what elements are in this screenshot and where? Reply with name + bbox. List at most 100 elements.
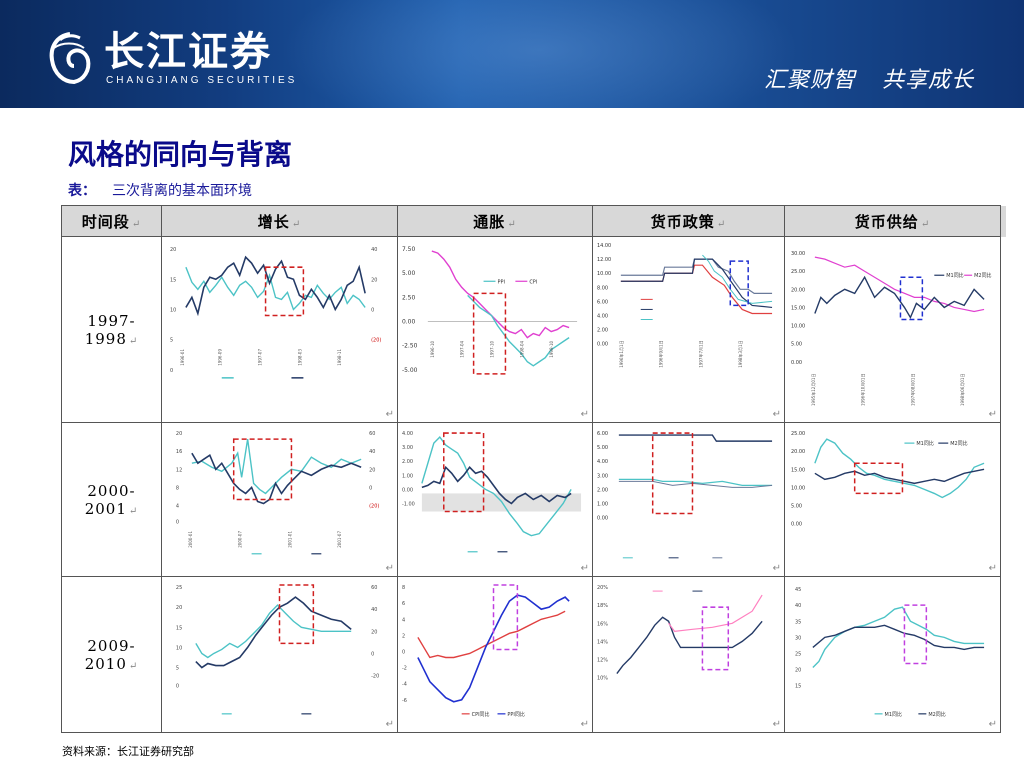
svg-text:10.00: 10.00: [791, 324, 805, 330]
svg-text:25.00: 25.00: [791, 431, 805, 437]
svg-text:-20: -20: [371, 674, 379, 680]
svg-text:30: 30: [795, 635, 801, 641]
svg-text:5.00: 5.00: [791, 342, 802, 348]
svg-text:1996年9月1日: 1996年9月1日: [658, 340, 664, 367]
svg-text:1997年7月1日: 1997年7月1日: [697, 340, 703, 367]
source-note: 资料来源：长江证券研究部: [62, 745, 194, 758]
svg-text:10: 10: [176, 645, 182, 651]
svg-text:0.00: 0.00: [597, 342, 608, 348]
svg-text:15: 15: [795, 684, 801, 690]
slogan-right: 共享成长: [881, 68, 974, 93]
svg-text:2001-01: 2001-01: [287, 531, 292, 548]
svg-text:20.00: 20.00: [791, 449, 805, 455]
svg-text:M1同比: M1同比: [946, 272, 963, 279]
svg-text:1997-10: 1997-10: [490, 340, 495, 357]
svg-text:2000-07: 2000-07: [238, 531, 243, 548]
caption-text: 三次背离的基本面环境: [112, 183, 252, 199]
svg-text:1997-04: 1997-04: [460, 340, 465, 357]
svg-text:6.00: 6.00: [597, 431, 608, 437]
svg-text:4.00: 4.00: [402, 431, 413, 437]
money-supply-chart-1997: 30.00 25.00 20.00 15.00 10.00 5.00 0.00 …: [784, 235, 1001, 424]
svg-text:10%: 10%: [597, 676, 608, 682]
svg-text:-2.50: -2.50: [402, 343, 418, 350]
svg-text:8: 8: [402, 585, 405, 591]
svg-text:1996-01: 1996-01: [180, 349, 185, 366]
extra-cell: [1000, 576, 1006, 733]
svg-text:CPI同比: CPI同比: [472, 711, 490, 718]
slogan-left: 汇聚财智: [763, 68, 856, 93]
svg-text:7.50: 7.50: [402, 246, 415, 253]
svg-text:1998-10: 1998-10: [549, 340, 554, 357]
svg-text:20: 20: [176, 605, 182, 611]
svg-text:M1同比: M1同比: [916, 440, 933, 447]
svg-text:M2同比: M2同比: [950, 440, 967, 447]
svg-text:PPI: PPI: [497, 279, 504, 285]
inflation-chart-2009: 8 6 4 2 0 -2 -4 -6 CPI同比 PPI同比 ↵: [397, 576, 593, 733]
svg-text:3.00: 3.00: [597, 473, 608, 479]
svg-text:2001-07: 2001-07: [337, 531, 342, 548]
svg-text:3.00: 3.00: [402, 445, 413, 451]
money-supply-chart-2009: 45 40 35 30 25 20 15 M1同比 M2同比 ↵: [784, 576, 1001, 733]
svg-text:12.00: 12.00: [597, 257, 611, 263]
svg-text:25: 25: [176, 585, 182, 591]
caption-label: 表：: [68, 183, 96, 199]
svg-text:6: 6: [402, 601, 405, 607]
svg-text:10.00: 10.00: [597, 271, 611, 277]
svg-text:20: 20: [369, 467, 375, 473]
logo-subtext: CHANGJIANG SECURITIES: [106, 75, 298, 86]
svg-text:15.00: 15.00: [791, 467, 805, 473]
svg-text:0: 0: [369, 486, 372, 492]
svg-text:14.00: 14.00: [597, 243, 611, 249]
monetary-policy-chart-2009: 20% 18% 16% 14% 12% 10% ↵: [592, 576, 785, 733]
svg-text:1.00: 1.00: [597, 502, 608, 508]
table-row: 2000-2001 ↵ 20 16 12 8 4 0 60 40 20 0 (20) 2000-01…: [61, 422, 1006, 578]
svg-text:8.00: 8.00: [597, 285, 608, 291]
col-header-growth: 增长 ↵: [161, 205, 398, 237]
comparison-table: 时间段 ↵ 增长 ↵ 通胀 ↵ 货币政策 ↵ 货币供给 ↵ 1997-1998 ↵ 20 15…: [61, 205, 1006, 733]
svg-text:M2同比: M2同比: [928, 711, 945, 718]
svg-text:14%: 14%: [597, 639, 608, 645]
svg-text:20: 20: [795, 668, 801, 674]
svg-text:0.00: 0.00: [791, 522, 802, 528]
extra-cell: [1000, 236, 1006, 423]
svg-text:-2: -2: [402, 666, 407, 672]
svg-text:4.00: 4.00: [597, 313, 608, 319]
svg-text:4: 4: [402, 617, 405, 623]
table-header-row: 时间段 ↵ 增长 ↵ 通胀 ↵ 货币政策 ↵ 货币供给 ↵: [61, 205, 1006, 237]
svg-text:1998-03: 1998-03: [297, 349, 302, 366]
svg-text:1998年3月1日: 1998年3月1日: [737, 340, 743, 367]
svg-text:25.00: 25.00: [791, 269, 805, 275]
svg-text:1997年08月01日: 1997年08月01日: [909, 373, 915, 406]
svg-text:8: 8: [176, 486, 179, 492]
svg-text:2.00: 2.00: [402, 459, 413, 465]
svg-text:20: 20: [371, 629, 377, 635]
svg-text:40: 40: [795, 603, 801, 609]
svg-text:40: 40: [371, 607, 377, 613]
svg-text:5.00: 5.00: [791, 504, 802, 510]
svg-text:1995年12月01日: 1995年12月01日: [810, 373, 816, 406]
svg-text:2.50: 2.50: [402, 294, 415, 301]
svg-text:60: 60: [371, 585, 377, 591]
svg-text:35: 35: [795, 619, 801, 625]
svg-text:0: 0: [371, 652, 374, 658]
svg-text:1996年10月01日: 1996年10月01日: [860, 373, 866, 406]
svg-text:1.00: 1.00: [402, 473, 413, 479]
svg-text:18%: 18%: [597, 603, 608, 609]
svg-text:1996-10: 1996-10: [430, 340, 435, 357]
svg-text:5: 5: [176, 666, 179, 672]
svg-text:20%: 20%: [597, 585, 608, 591]
svg-text:5: 5: [170, 338, 173, 344]
svg-text:45: 45: [795, 587, 801, 593]
period-cell: 1997-1998 ↵: [61, 235, 162, 424]
svg-text:0: 0: [402, 649, 405, 655]
svg-text:(20): (20): [371, 338, 381, 344]
svg-text:M2同比: M2同比: [974, 272, 991, 279]
logo-emblem-icon: [49, 32, 91, 85]
svg-text:-5.00: -5.00: [402, 367, 418, 374]
svg-text:40: 40: [369, 449, 375, 455]
col-header-period: 时间段 ↵: [61, 205, 162, 237]
monetary-policy-chart-1997: 14.00 12.00 10.00 8.00 6.00 4.00 2.00 0.…: [592, 235, 785, 424]
svg-text:30.00: 30.00: [791, 251, 805, 257]
svg-text:2.00: 2.00: [597, 328, 608, 334]
